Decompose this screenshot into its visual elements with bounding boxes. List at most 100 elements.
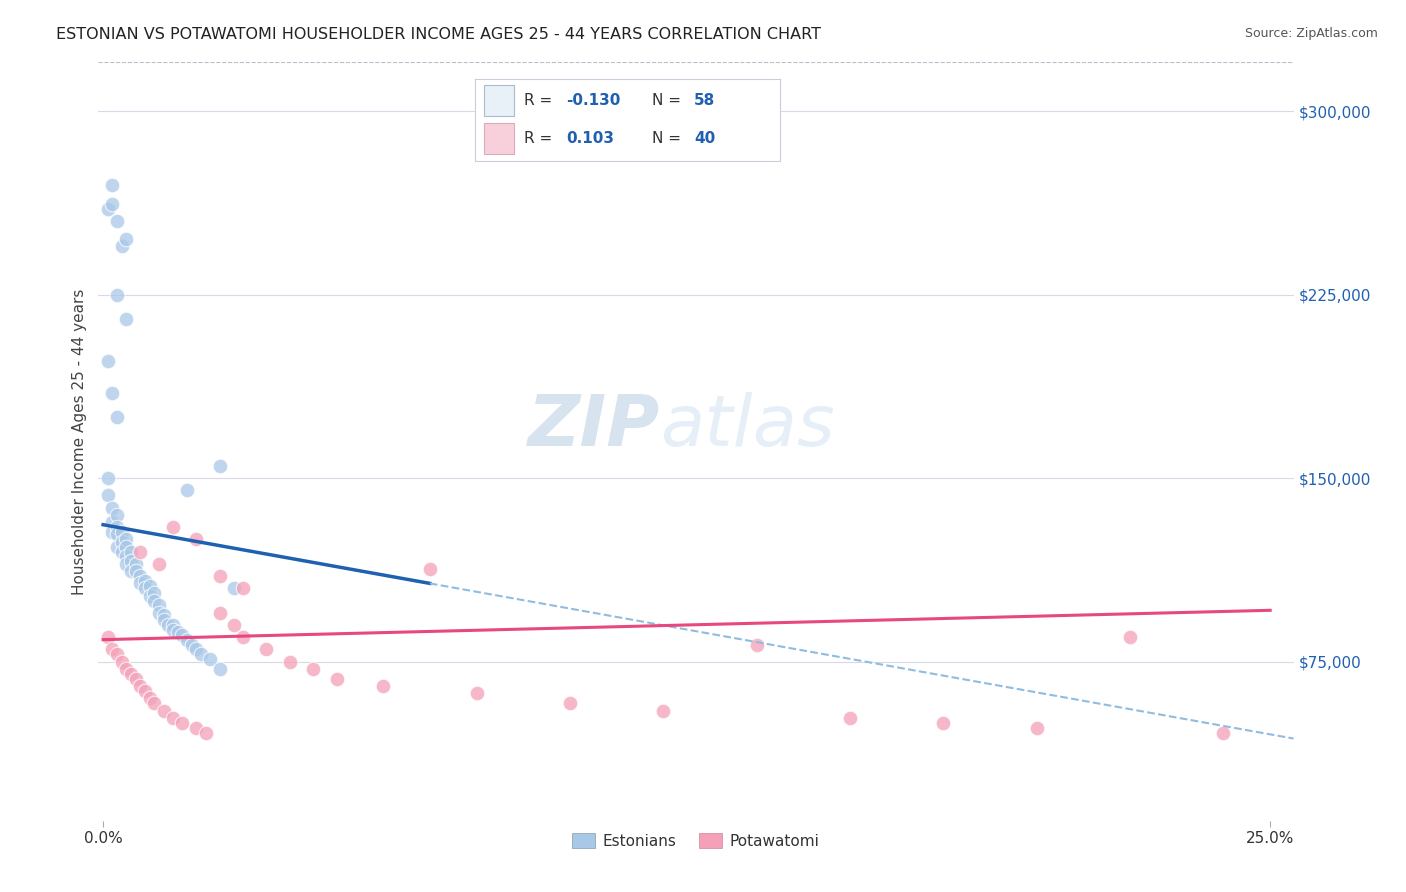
Point	[101, 385, 124, 400]
Point	[120, 666, 142, 681]
Text: ZIP: ZIP	[527, 392, 661, 461]
Point	[125, 672, 148, 686]
Point	[465, 686, 488, 700]
Point	[152, 608, 174, 623]
Text: ESTONIAN VS POTAWATOMI HOUSEHOLDER INCOME AGES 25 - 44 YEARS CORRELATION CHART: ESTONIAN VS POTAWATOMI HOUSEHOLDER INCOM…	[56, 27, 821, 42]
Point	[101, 524, 124, 539]
Point	[143, 586, 166, 600]
Point	[139, 589, 162, 603]
Point	[120, 554, 142, 568]
Point	[222, 618, 245, 632]
Point	[111, 544, 134, 558]
Text: atlas: atlas	[661, 392, 835, 461]
Point	[194, 725, 217, 739]
Point	[373, 679, 395, 693]
Point	[222, 582, 245, 596]
Point	[172, 715, 194, 730]
Point	[176, 483, 198, 498]
Point	[111, 524, 134, 539]
Point	[111, 239, 134, 253]
Point	[256, 642, 278, 657]
Point	[1025, 721, 1047, 735]
Point	[190, 648, 212, 662]
Point	[152, 704, 174, 718]
Point	[105, 287, 128, 301]
Point	[652, 704, 675, 718]
Point	[1119, 630, 1142, 644]
Point	[101, 178, 124, 192]
Point	[143, 696, 166, 710]
Point	[139, 579, 162, 593]
Point	[101, 515, 124, 529]
Point	[208, 458, 231, 473]
Point	[115, 662, 138, 676]
Point	[97, 630, 120, 644]
Point	[172, 628, 194, 642]
Point	[105, 508, 128, 522]
Point	[120, 564, 142, 578]
Point	[129, 544, 152, 558]
Point	[125, 557, 148, 571]
Point	[139, 691, 162, 706]
Point	[111, 534, 134, 549]
Point	[208, 606, 231, 620]
Point	[232, 582, 254, 596]
Point	[162, 618, 184, 632]
Point	[115, 540, 138, 554]
Point	[152, 613, 174, 627]
Point	[115, 312, 138, 326]
Point	[180, 638, 202, 652]
Point	[105, 648, 128, 662]
Point	[129, 576, 152, 591]
Point	[101, 500, 124, 515]
Point	[101, 642, 124, 657]
Point	[111, 655, 134, 669]
Point	[162, 520, 184, 534]
Point	[105, 520, 128, 534]
Point	[97, 488, 120, 502]
Y-axis label: Householder Income Ages 25 - 44 years: Householder Income Ages 25 - 44 years	[72, 288, 87, 595]
Point	[148, 557, 170, 571]
Point	[105, 214, 128, 228]
Point	[558, 696, 581, 710]
Point	[97, 471, 120, 485]
Point	[115, 557, 138, 571]
Point	[419, 562, 441, 576]
Point	[166, 625, 188, 640]
Point	[278, 655, 301, 669]
Point	[162, 623, 184, 637]
Point	[932, 715, 955, 730]
Point	[157, 618, 180, 632]
Point	[302, 662, 325, 676]
Point	[120, 544, 142, 558]
Point	[134, 574, 156, 588]
Point	[134, 582, 156, 596]
Point	[97, 202, 120, 217]
Point	[186, 721, 208, 735]
Point	[101, 197, 124, 211]
Point	[115, 231, 138, 245]
Point	[208, 662, 231, 676]
Point	[97, 354, 120, 368]
Point	[105, 410, 128, 425]
Point	[186, 533, 208, 547]
Point	[208, 569, 231, 583]
Point	[105, 527, 128, 541]
Point	[162, 711, 184, 725]
Point	[105, 540, 128, 554]
Point	[129, 679, 152, 693]
Point	[143, 593, 166, 607]
Point	[839, 711, 862, 725]
Point	[232, 630, 254, 644]
Text: Source: ZipAtlas.com: Source: ZipAtlas.com	[1244, 27, 1378, 40]
Point	[134, 684, 156, 698]
Point	[129, 569, 152, 583]
Point	[176, 632, 198, 647]
Point	[115, 549, 138, 564]
Point	[125, 564, 148, 578]
Legend: Estonians, Potawatomi: Estonians, Potawatomi	[567, 827, 825, 855]
Point	[148, 599, 170, 613]
Point	[745, 638, 768, 652]
Point	[115, 533, 138, 547]
Point	[325, 672, 347, 686]
